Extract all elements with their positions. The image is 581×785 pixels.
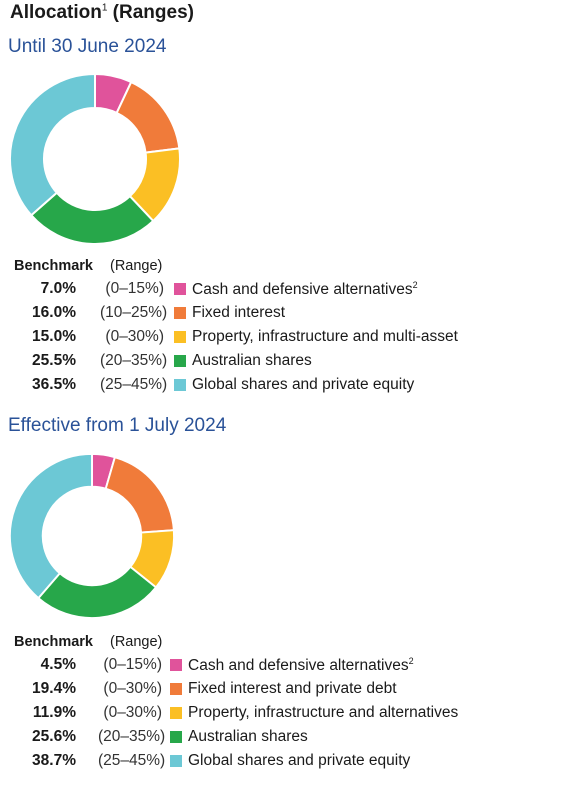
legend-header-benchmark: Benchmark: [14, 634, 93, 650]
legend-row-fixed-interest-and-private-debt: 19.4% (0–30%) Fixed interest and private d…: [14, 680, 574, 704]
legend-range: (0–15%): [105, 280, 164, 297]
legend-swatch: [174, 307, 186, 319]
legend-range: (20–35%): [98, 728, 166, 745]
legend-label: Fixed interest and private debt: [188, 680, 397, 697]
legend-swatch: [170, 755, 182, 767]
chart-1-title: Until 30 June 2024: [8, 36, 167, 57]
legend-header-range: (Range): [110, 634, 163, 650]
legend-row-australian-shares: 25.5% (20–35%) Australian shares: [14, 352, 574, 376]
legend-label: Cash and defensive alternatives2: [188, 656, 414, 675]
legend-label: Global shares and private equity: [188, 752, 411, 769]
chart-1-donut: [9, 72, 181, 245]
slice-global-shares-and-private-equity: [9, 452, 93, 600]
legend-swatch: [170, 683, 182, 695]
legend-value: 16.0%: [32, 304, 76, 321]
legend-swatch: [174, 283, 186, 295]
legend-label: Fixed interest: [192, 304, 286, 321]
legend-swatch: [174, 355, 186, 367]
legend-swatch: [170, 659, 182, 671]
slice-fixed-interest: [115, 80, 181, 154]
legend-range: (10–25%): [100, 304, 168, 321]
legend-swatch: [174, 379, 186, 391]
legend-value: 7.0%: [40, 280, 76, 297]
legend-range: (0–30%): [103, 704, 162, 721]
chart-2-title: Effective from 1 July 2024: [8, 415, 227, 436]
legend-value: 25.5%: [32, 352, 76, 369]
legend-row-cash-and-defensive-alternatives: 7.0% (0–15%) Cash and defensive alternativ…: [14, 280, 574, 304]
footnote-marker: 2: [412, 280, 418, 290]
legend-value: 4.5%: [40, 656, 76, 673]
footnote-marker: 2: [408, 656, 414, 666]
legend-row-cash-and-defensive-alternatives: 4.5% (0–15%) Cash and defensive alternativ…: [14, 656, 574, 680]
legend-label: Global shares and private equity: [192, 376, 415, 393]
legend-range: (0–30%): [103, 680, 162, 697]
legend-header: Benchmark (Range): [14, 258, 574, 280]
legend-label: Property, infrastructure and multi-asset: [192, 328, 458, 345]
legend-header-range: (Range): [110, 258, 163, 274]
legend-swatch: [170, 731, 182, 743]
legend-value: 11.9%: [32, 704, 76, 721]
legend-range: (0–15%): [103, 656, 162, 673]
legend-range: (20–35%): [100, 352, 168, 369]
legend-row-property-infrastructure-and-alternatives: 11.9% (0–30%) Property, infrastructure and…: [14, 704, 574, 728]
slice-fixed-interest-and-private-debt: [104, 455, 175, 534]
legend-row-fixed-interest: 16.0% (10–25%) Fixed interest: [14, 304, 574, 328]
legend-range: (0–30%): [105, 328, 164, 345]
slice-global-shares-and-private-equity: [9, 72, 96, 217]
legend-value: 36.5%: [32, 376, 76, 393]
legend-label: Australian shares: [188, 728, 308, 745]
legend-value: 15.0%: [32, 328, 76, 345]
legend-label: Australian shares: [192, 352, 312, 369]
legend-value: 19.4%: [32, 680, 76, 697]
legend-label: Cash and defensive alternatives2: [192, 280, 418, 299]
legend-label: Property, infrastructure and alternative…: [188, 704, 459, 721]
legend-row-australian-shares: 25.6% (20–35%) Australian shares: [14, 728, 574, 752]
legend-header: Benchmark (Range): [14, 634, 574, 656]
chart-2-legend: Benchmark (Range) 4.5% (0–15%) Cash and de…: [14, 634, 574, 776]
legend-range: (25–45%): [98, 752, 166, 769]
legend-row-global-shares-and-private-equity: 36.5% (25–45%) Global shares and private e…: [14, 376, 574, 400]
legend-header-benchmark: Benchmark: [14, 258, 93, 274]
legend-range: (25–45%): [100, 376, 168, 393]
legend-swatch: [170, 707, 182, 719]
legend-value: 25.6%: [32, 728, 76, 745]
chart-1-legend: Benchmark (Range) 7.0% (0–15%) Cash and de…: [14, 258, 574, 400]
legend-swatch: [174, 331, 186, 343]
legend-row-property-infrastructure-and-multi-asset: 15.0% (0–30%) Property, infrastructure and…: [14, 328, 574, 352]
chart-2-donut: [9, 452, 176, 620]
legend-row-global-shares-and-private-equity: 38.7% (25–45%) Global shares and private e…: [14, 752, 574, 776]
legend-value: 38.7%: [32, 752, 76, 769]
page-title: Allocation1 (Ranges): [10, 2, 194, 23]
